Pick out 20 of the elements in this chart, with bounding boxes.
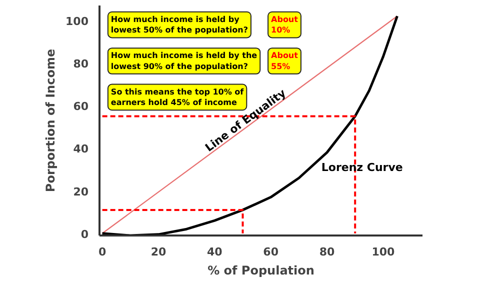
- x-tick-label: 0: [98, 246, 106, 258]
- x-axis-title: % of Population: [208, 264, 314, 278]
- x-tick-label: 100: [372, 246, 396, 258]
- y-tick-label: 20: [73, 185, 89, 198]
- y-tick-label: 40: [73, 142, 89, 156]
- annotation: How much income is held by the lowest 90% of the population?: [110, 51, 258, 71]
- annotation: So this means the top 10% of earners hold 45% of income: [110, 87, 244, 108]
- annotation: Lorenz Curve: [321, 160, 403, 174]
- y-tick-label: 80: [73, 58, 89, 70]
- y-tick-label: 60: [73, 100, 89, 114]
- x-tick-label: 60: [263, 246, 279, 258]
- x-tick-label: 40: [207, 246, 223, 258]
- annotation: About 10%: [271, 14, 298, 35]
- x-tick-label: 80: [319, 246, 336, 258]
- annotation: About 55%: [271, 51, 298, 71]
- x-tick-label: 20: [150, 246, 166, 258]
- y-axis-title: Porportion of Income: [44, 48, 58, 192]
- y-tick-label: 0: [80, 228, 89, 241]
- annotation: How much income is held by lowest 50% of the population?: [110, 14, 248, 35]
- y-tick-label: 100: [66, 14, 89, 28]
